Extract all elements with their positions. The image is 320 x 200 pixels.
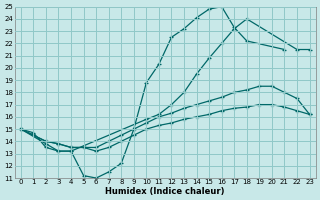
X-axis label: Humidex (Indice chaleur): Humidex (Indice chaleur) [106, 187, 225, 196]
